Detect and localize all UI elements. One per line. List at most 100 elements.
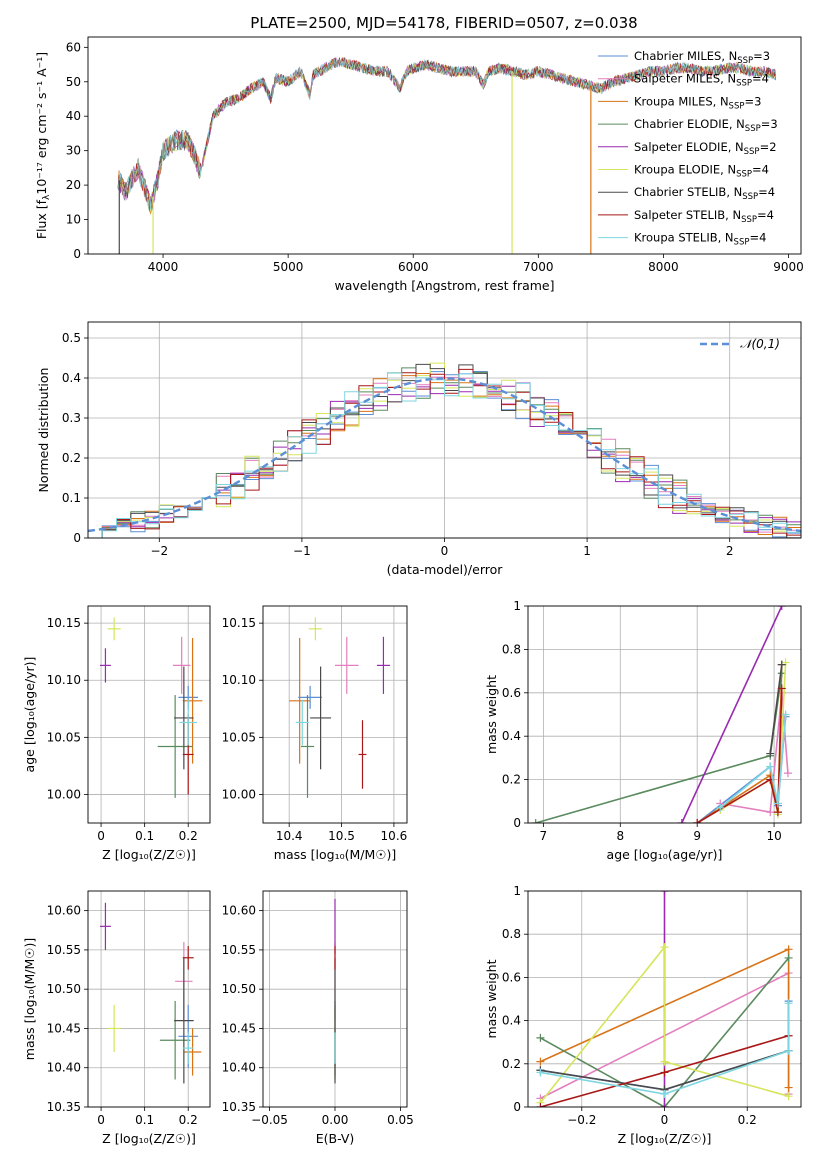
x-tick-label: 5000: [273, 260, 304, 274]
legend-label: Salpeter STELIB, NSSP=4: [634, 208, 774, 225]
x-axis-label: E(B-V): [316, 1131, 355, 1146]
y-tick-label: 60: [66, 40, 81, 54]
spectrum-line: [117, 57, 776, 209]
x-tick-label: 9: [693, 829, 701, 843]
y-tick-label: 0.2: [502, 1057, 521, 1071]
weight-line: [540, 1003, 790, 1095]
y-tick-label: 0.4: [502, 729, 521, 743]
x-tick-label: 8000: [648, 260, 679, 274]
y-tick-label: 30: [66, 144, 81, 158]
y-tick-label: 10.15: [222, 616, 256, 630]
y-tick-label: 10.00: [222, 787, 256, 801]
y-tick-label: 10.40: [47, 1061, 81, 1075]
weight-marker: [781, 710, 790, 719]
x-tick-label: −1: [293, 544, 311, 558]
y-tick-label: 10.50: [222, 982, 256, 996]
weight-marker: [531, 819, 540, 823]
y-tick-label: 0: [513, 816, 521, 830]
weight-marker: [766, 749, 775, 758]
y-tick-label: 50: [66, 75, 81, 89]
weight-line: [539, 944, 789, 1104]
legend-label: Kroupa MILES, NSSP=3: [634, 94, 761, 111]
x-tick-label: 1: [583, 544, 591, 558]
weight-vs-age-panel: 7 8 9 10 0 0.2 0.4 0.6 0.8 1 age [log₁₀(age/yr)] ma…: [484, 599, 802, 862]
x-axis-label: Z [log₁₀(Z/Z☉)]: [618, 1131, 712, 1146]
y-tick-label: 10.50: [47, 982, 81, 996]
weight-marker: [660, 1103, 669, 1107]
x-axis-label: mass [log₁₀(M/M☉)]: [274, 847, 396, 862]
weight-marker: [660, 1090, 669, 1099]
weight-marker: [777, 606, 786, 610]
x-tick-label: 10: [766, 829, 781, 843]
weight-marker: [773, 799, 782, 808]
x-tick-label: 2: [726, 544, 734, 558]
x-axis-label: wavelength [Angstrom, rest frame]: [334, 278, 554, 293]
x-tick-label: 0.1: [135, 1113, 154, 1127]
y-tick-label: 0.6: [502, 970, 521, 984]
axes-frame: [87, 605, 211, 824]
weight-marker: [784, 1046, 793, 1055]
weight-marker: [784, 1092, 793, 1101]
weight-marker: [777, 660, 786, 669]
weight-marker: [783, 769, 792, 778]
y-tick-label: 10.45: [47, 1021, 81, 1035]
y-tick-label: 0.4: [62, 371, 81, 385]
y-tick-label: 0.8: [502, 642, 521, 656]
weight-line: [696, 688, 783, 823]
weight-marker: [784, 999, 793, 1008]
weight-line: [535, 673, 783, 823]
weight-marker: [660, 943, 669, 952]
y-axis-label: mass weight: [484, 675, 499, 754]
age-vs-metallicity-panel: 0 0.1 0.2 10.00 10.05 10.10 10.15 Z [log₁₀(Z/Z☉…: [22, 605, 211, 862]
x-tick-label: −2: [150, 544, 168, 558]
weight-marker: [781, 658, 790, 667]
legend-label: Chabrier STELIB, NSSP=4: [634, 185, 775, 202]
x-tick-label: 6000: [398, 260, 429, 274]
weight-marker: [660, 1057, 669, 1066]
weight-marker: [536, 1057, 545, 1066]
y-tick-label: 10.00: [47, 787, 81, 801]
figure-title: PLATE=2500, MJD=54178, FIBERID=0507, z=0…: [250, 14, 637, 32]
x-axis-label: Z [log₁₀(Z/Z☉)]: [102, 847, 196, 862]
weight-line: [681, 606, 783, 823]
axes-frame: [87, 36, 802, 255]
y-tick-label: 0.1: [62, 491, 81, 505]
y-tick-label: 0.8: [502, 927, 521, 941]
spectrum-panel: 4000 5000 6000 7000 8000 9000 0 10 20 30 40 50 60 wav…: [34, 36, 804, 293]
mass-vs-metallicity-panel: 0 0.1 0.2 10.35 10.40 10.45 10.50 10.55 10.60 Z […: [22, 890, 211, 1146]
x-tick-label: 4000: [148, 260, 179, 274]
y-tick-label: 40: [66, 109, 81, 123]
weight-marker: [716, 803, 725, 812]
legend-label: Kroupa STELIB, NSSP=4: [634, 231, 766, 248]
y-tick-label: 10.15: [47, 616, 81, 630]
normal-curve: [87, 377, 802, 533]
weight-marker: [766, 762, 775, 771]
x-tick-label: 7000: [523, 260, 554, 274]
y-tick-label: 10: [66, 213, 81, 227]
y-tick-label: 1: [513, 599, 521, 613]
weight-vs-metallicity-panel: −0.2 0 0.2 0 0.2 0.4 0.6 0.8 1 Z [log₁₀(Z/Z☉)] mas…: [484, 884, 802, 1146]
weight-line: [540, 957, 790, 1107]
spectrum-line: [117, 58, 776, 210]
y-tick-label: 10.05: [47, 730, 81, 744]
age-vs-mass-panel: 10.4 10.5 10.6 10.00 10.05 10.10 10.15 mass [lo…: [222, 605, 408, 862]
legend-label: Salpeter ELODIE, NSSP=2: [634, 140, 777, 157]
y-tick-label: 0.2: [502, 773, 521, 787]
y-tick-label: 10.05: [222, 730, 256, 744]
x-axis-label: Z [log₁₀(Z/Z☉)]: [102, 1131, 196, 1146]
y-axis-label: mass weight: [484, 959, 499, 1038]
y-axis-label: mass [log₁₀(M/M☉)]: [22, 938, 37, 1060]
y-tick-label: 0.4: [502, 1014, 521, 1028]
axes-frame: [87, 890, 211, 1108]
x-tick-label: −0.05: [251, 1113, 288, 1127]
legend-label: 𝒩(0,1): [740, 337, 780, 351]
x-tick-label: 0.2: [179, 1113, 198, 1127]
y-axis-label: Normed distribution: [36, 368, 51, 493]
weight-marker: [773, 808, 782, 817]
y-tick-label: 10.60: [47, 904, 81, 918]
weight-marker: [660, 1068, 669, 1077]
y-tick-label: 10.55: [47, 943, 81, 957]
y-tick-label: 10.45: [222, 1021, 256, 1035]
weight-marker: [777, 684, 786, 693]
y-tick-label: 0: [73, 247, 81, 261]
